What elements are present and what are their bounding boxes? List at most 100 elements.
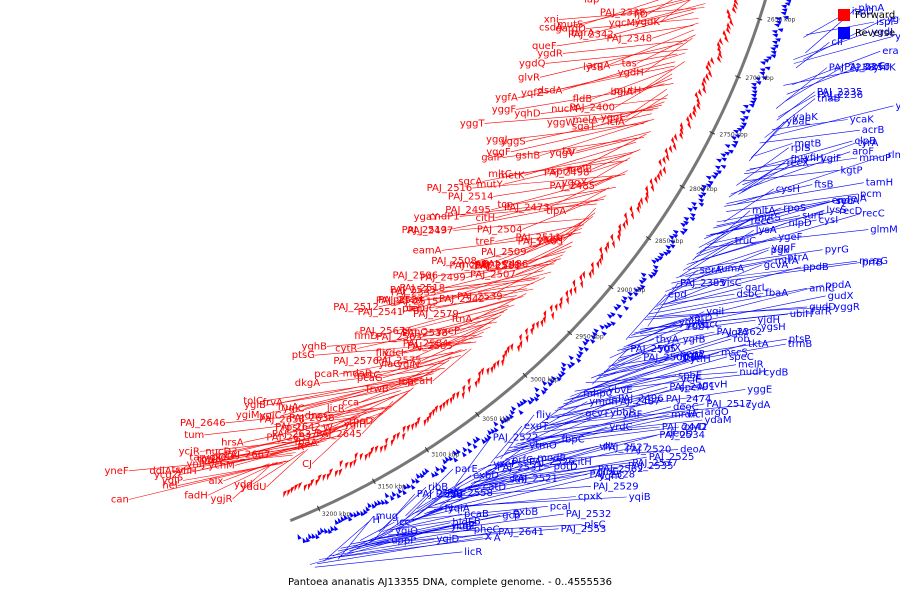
forward-gene-label: cytR (335, 344, 357, 355)
forward-gene-leader (205, 446, 298, 465)
reverse-gene-arrow (682, 228, 688, 233)
reverse-gene-arrow (739, 118, 746, 123)
reverse-gene-arrow (632, 291, 639, 297)
reverse-gene-arrow (654, 257, 661, 263)
reverse-gene-arrow (391, 491, 397, 497)
reverse-gene-leader (623, 311, 705, 348)
reverse-gene-leader (742, 142, 856, 186)
forward-gene-arrow (467, 385, 472, 394)
reverse-gene-label: trmB (788, 339, 813, 350)
forward-gene-leader (204, 416, 360, 436)
reverse-gene-label: tnaB (817, 94, 840, 105)
reverse-gene-leader (749, 158, 819, 170)
forward-gene-label: fruA (278, 402, 299, 413)
forward-gene-arrow (736, 0, 738, 1)
reverse-gene-arrow (731, 144, 737, 148)
forward-gene-label: mutH (614, 86, 642, 97)
reverse-gene-label: PAJ_2562 (598, 464, 644, 475)
reverse-gene-leader (742, 170, 839, 182)
forward-gene-arrow (656, 172, 661, 181)
forward-gene-label: yxeP (436, 326, 460, 337)
reverse-gene-arrow (732, 140, 739, 145)
reverse-gene-label: ybhB (610, 407, 636, 418)
reverse-gene-arrow (547, 381, 553, 387)
reverse-gene-label: yqfA (682, 351, 705, 362)
forward-gene-arrow (380, 445, 384, 454)
forward-gene-label: PAJ_2567 (360, 326, 406, 337)
reverse-gene-label: PAJ_2521 (512, 474, 558, 485)
forward-gene-arrow (287, 488, 292, 497)
forward-gene-leader (520, 243, 563, 266)
reverse-gene-leader (337, 515, 374, 560)
forward-gene-label: ygjO (203, 453, 226, 464)
reverse-gene-label: mrdA (671, 410, 698, 421)
reverse-gene-leader (454, 456, 647, 491)
position-tick (475, 411, 480, 418)
forward-gene-arrow (717, 46, 722, 54)
forward-gene-label: PAJ_2498 (544, 168, 590, 179)
reverse-gene-leader (705, 229, 869, 248)
reverse-gene-label: yggF (772, 243, 797, 254)
forward-gene-leader (494, 233, 576, 266)
forward-gene-arrow (406, 424, 411, 433)
forward-gene-leader (311, 412, 382, 438)
reverse-gene-arrow (522, 398, 528, 404)
reverse-gene-leader (786, 65, 861, 95)
reverse-gene-label: tamH (866, 178, 893, 189)
reverse-gene-label: rpiA (680, 352, 700, 363)
forward-gene-arrow (617, 233, 621, 242)
forward-gene-arrow (551, 311, 554, 321)
forward-gene-label: lysR (583, 62, 604, 73)
reverse-gene-leader (529, 426, 660, 440)
forward-gene-arrow (727, 13, 732, 22)
forward-gene-label: rpoD (349, 416, 374, 427)
reverse-gene-leader (622, 331, 715, 351)
reverse-gene-arrow (620, 299, 627, 305)
forward-gene-arrow (384, 443, 388, 452)
forward-gene-arrow (688, 112, 693, 121)
forward-gene-leader (266, 448, 308, 488)
reverse-gene-arrow (297, 534, 302, 540)
forward-gene-leader (304, 390, 411, 428)
forward-gene-arrow (283, 490, 288, 498)
forward-gene-label: yghB (302, 341, 328, 352)
reverse-gene-arrow (442, 464, 448, 471)
reverse-gene-label: PAJ_2500 (643, 352, 689, 363)
reverse-gene-leader (734, 154, 886, 205)
forward-gene-leader (382, 355, 461, 379)
reverse-gene-label: eno (832, 196, 851, 207)
forward-gene-leader (262, 378, 418, 402)
forward-gene-label: melB (567, 164, 593, 175)
forward-gene-label: sgcA (458, 177, 482, 188)
forward-gene-arrow (417, 416, 421, 425)
reverse-gene-leader (665, 249, 769, 292)
reverse-gene-arrow (360, 510, 365, 517)
reverse-gene-label: cpxK (578, 492, 603, 503)
reverse-gene-arrow (750, 94, 757, 98)
forward-gene-arrow (411, 422, 415, 431)
reverse-gene-arrow (324, 528, 329, 534)
forward-gene-arrow (442, 401, 446, 410)
reverse-gene-label: ribB (428, 482, 448, 493)
forward-gene-arrow (591, 267, 594, 276)
forward-gene-leader (435, 258, 561, 291)
forward-gene-leader (592, 149, 641, 170)
reverse-gene-arrow (691, 206, 698, 211)
forward-gene-arrow (559, 296, 563, 305)
forward-gene-label: hel (162, 481, 177, 492)
forward-gene-leader (458, 296, 524, 315)
forward-gene-arrow (654, 176, 658, 185)
reverse-gene-label: fliy (536, 410, 551, 421)
reverse-gene-arrow (763, 59, 770, 63)
forward-gene-label: PAJ_2506 (392, 271, 438, 282)
reverse-gene-leader (433, 496, 576, 510)
reverse-gene-leader (515, 403, 705, 445)
reverse-gene-label: yrdC (609, 422, 632, 433)
forward-gene-label: ddlA (149, 466, 171, 477)
forward-gene-arrow (733, 2, 738, 10)
reverse-gene-leader (580, 372, 762, 393)
forward-gene-leader (177, 460, 287, 486)
reverse-gene-label: surE (802, 211, 824, 222)
reverse-gene-arrow (561, 362, 567, 368)
